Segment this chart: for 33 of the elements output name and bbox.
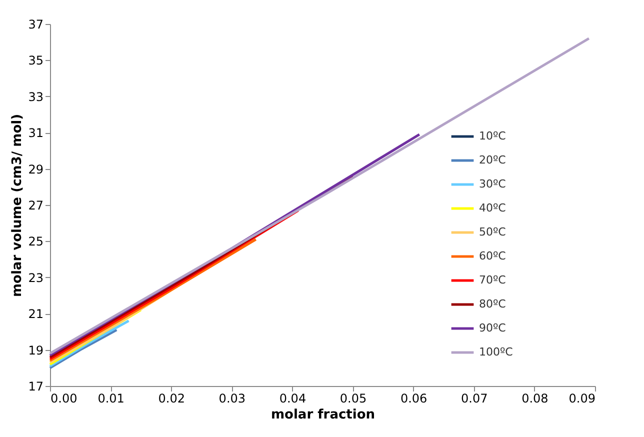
legend-label: 20ºC	[479, 154, 506, 166]
y-tick-label: 19	[28, 343, 44, 358]
legend-label: 40ºC	[479, 202, 506, 214]
x-tick-label: 0.02	[158, 392, 185, 406]
y-tick-label: 25	[28, 234, 44, 249]
legend-label: 50ºC	[479, 226, 506, 238]
y-tick-label: 21	[28, 307, 44, 322]
y-tick-label: 27	[28, 198, 44, 212]
y-tick-label: 29	[28, 162, 44, 176]
x-tick-label: 0.05	[340, 392, 367, 406]
x-tick-label: 0.01	[98, 392, 124, 406]
y-tick-label: 23	[28, 270, 44, 285]
y-tick-label: 31	[28, 126, 44, 140]
y-tick-label: 17	[28, 380, 44, 394]
y-tick-label: 35	[28, 54, 44, 68]
legend-label: 30ºC	[479, 178, 506, 190]
x-tick-label: 0.03	[218, 392, 246, 406]
y-tick-label: 37	[28, 18, 44, 32]
y-tick-label: 33	[28, 90, 44, 104]
legend-label: 100ºC	[479, 346, 514, 358]
legend-label: 80ºC	[479, 298, 506, 310]
legend-label: 60ºC	[479, 250, 506, 262]
x-tick-label: 0.08	[522, 392, 548, 406]
y-axis-title: molar volume (cm3/ mol)	[10, 114, 26, 298]
x-tick-label: 0.00	[50, 392, 78, 406]
x-tick-label: 0.06	[400, 392, 428, 406]
legend-label: 70ºC	[479, 274, 506, 286]
x-tick-label: 0.07	[461, 392, 488, 406]
x-axis-title: molar fraction	[270, 408, 376, 422]
legend-label: 10ºC	[479, 130, 506, 142]
legend-label: 90ºC	[479, 322, 506, 334]
x-tick-label: 0.04	[279, 392, 306, 406]
x-tick-label: 0.09	[568, 392, 596, 406]
